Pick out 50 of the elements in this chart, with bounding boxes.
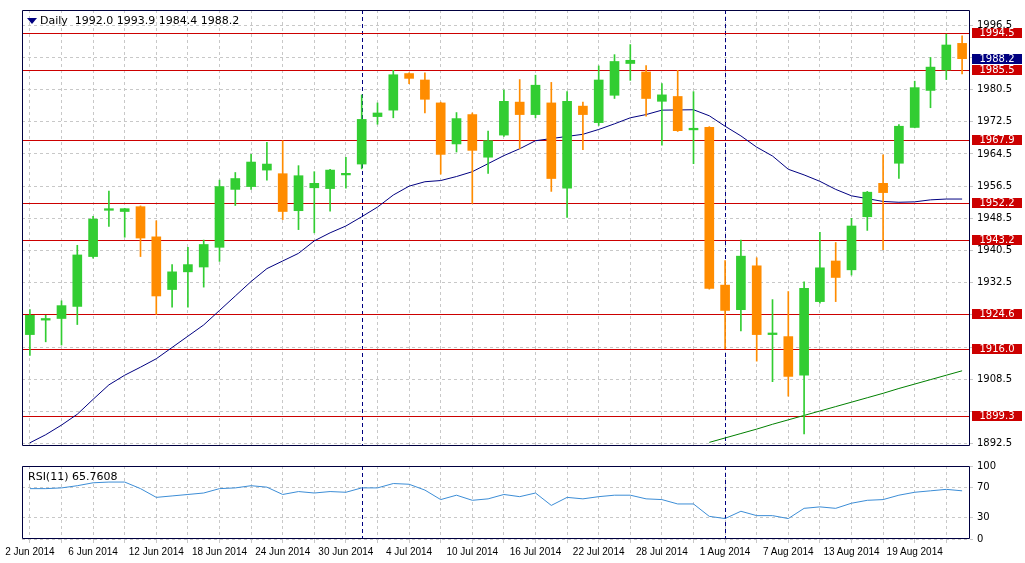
y-tick-label: 1956.5: [977, 179, 1012, 191]
candlestick: [341, 156, 351, 189]
x-tick-label: 28 Jul 2014: [636, 545, 689, 557]
y-tick-label: 1892.5: [977, 437, 1012, 449]
candlestick: [309, 171, 320, 234]
ref-line-label: 1916.0: [979, 342, 1015, 354]
y-tick-label: 0: [977, 532, 984, 544]
y-tick-label: 1908.5: [977, 372, 1012, 384]
ref-line-label: 1924.6: [979, 307, 1015, 319]
text: 1988.2: [979, 52, 1015, 64]
y-tick-label: 1940.5: [977, 244, 1012, 256]
ref-line-label: 1943.2: [979, 233, 1015, 245]
y-tick-label: 1972.5: [977, 115, 1012, 127]
x-tick-label: 22 Jul 2014: [572, 545, 625, 557]
ref-line-label: 1985.5: [979, 63, 1015, 75]
y-tick-label: 70: [977, 481, 990, 493]
x-tick-label: 10 Jul 2014: [446, 545, 499, 557]
x-tick-label: 30 Jun 2014: [318, 545, 374, 557]
candlestick: [119, 207, 130, 238]
x-tick-label: 12 Jun 2014: [128, 545, 185, 557]
chart-title: RSI(11) 65.7608: [28, 469, 118, 483]
chart-title: Daily 1992.0 1993.9 1984.4 1988.2: [40, 13, 240, 27]
candlestick: [578, 101, 588, 150]
candlestick: [104, 190, 114, 227]
candlestick: [40, 314, 51, 343]
x-tick-label: 1 Aug 2014: [699, 545, 751, 557]
x-tick-label: 6 Jun 2014: [68, 545, 119, 557]
x-tick-label: 4 Jul 2014: [386, 545, 433, 557]
candlestick: [878, 154, 888, 251]
x-tick-label: 24 Jun 2014: [255, 545, 311, 557]
y-tick-label: 30: [977, 510, 990, 522]
x-tick-label: 18 Jun 2014: [191, 545, 248, 557]
ref-line-label: 1952.2: [979, 196, 1015, 208]
ref-line-label: 1967.9: [979, 133, 1015, 145]
x-tick-label: 16 Jul 2014: [509, 545, 562, 557]
x-tick-label: 13 Aug 2014: [823, 545, 881, 557]
candlestick: [514, 79, 525, 150]
y-tick-label: 1980.5: [977, 83, 1012, 95]
x-tick-label: 19 Aug 2014: [886, 545, 944, 557]
x-tick-label: 2 Jun 2014: [5, 545, 56, 557]
x-tick-label: 7 Aug 2014: [763, 545, 815, 557]
candlestick: [183, 246, 193, 308]
candlestick: [262, 142, 272, 181]
candlestick: [625, 44, 636, 81]
ref-line-label: 1899.3: [979, 409, 1015, 421]
y-tick-label: 1964.5: [977, 147, 1012, 159]
y-tick-label: 100: [977, 459, 997, 471]
y-tick-label: 1948.5: [977, 211, 1012, 223]
candlestick: [657, 83, 667, 146]
y-tick-label: 1932.5: [977, 276, 1012, 288]
